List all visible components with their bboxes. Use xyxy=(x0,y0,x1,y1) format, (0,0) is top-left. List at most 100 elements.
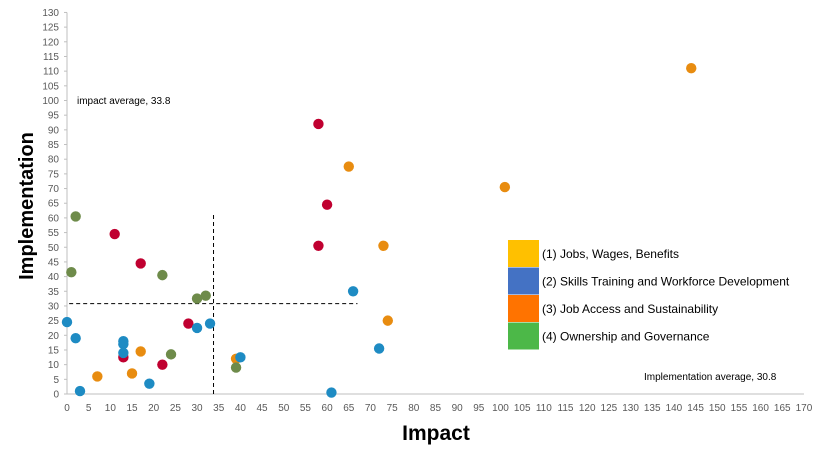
x-tick-label: 10 xyxy=(105,403,117,414)
data-point xyxy=(118,338,129,350)
data-point xyxy=(109,228,120,240)
y-tick-label: 50 xyxy=(48,243,60,254)
data-point xyxy=(61,316,73,328)
data-point xyxy=(144,378,155,389)
y-tick-label: 95 xyxy=(48,111,60,122)
x-tick-label: 120 xyxy=(579,403,596,414)
x-tick-label: 40 xyxy=(235,403,247,414)
data-point xyxy=(378,240,389,251)
legend-label: (3) Job Access and Sustainability xyxy=(542,302,718,316)
y-tick-label: 75 xyxy=(48,169,60,180)
y-tick-label: 120 xyxy=(42,37,59,48)
y-tick-label: 65 xyxy=(48,199,60,210)
x-tick-label: 70 xyxy=(365,403,377,414)
data-point xyxy=(326,387,337,398)
x-tick-label: 5 xyxy=(86,403,92,414)
y-tick-label: 100 xyxy=(42,96,59,107)
y-tick-label: 30 xyxy=(48,301,60,312)
data-point xyxy=(183,318,194,329)
x-tick-label: 130 xyxy=(622,403,639,414)
x-tick-label: 110 xyxy=(536,403,552,414)
x-tick-label: 140 xyxy=(666,403,683,414)
data-point xyxy=(204,318,216,329)
x-axis-title: Impact xyxy=(402,422,470,445)
x-tick-label: 80 xyxy=(408,403,420,414)
x-tick-label: 20 xyxy=(148,403,160,414)
y-tick-label: 130 xyxy=(42,8,59,19)
average-reference-lines xyxy=(69,213,358,394)
data-point xyxy=(118,347,129,359)
x-tick-label: 155 xyxy=(731,403,748,414)
x-tick-label: 170 xyxy=(796,403,813,414)
data-point xyxy=(70,211,81,222)
y-tick-label: 90 xyxy=(48,125,60,136)
axes: 0 5 10 15 20 25 30 35 40 45 50 55 60 65 70 75 80 85 90 95 10… xyxy=(42,8,812,414)
legend: (1) Jobs, Wages, Benefits (2) Skills Trai… xyxy=(508,240,790,350)
y-axis-title: Implementation xyxy=(16,132,38,280)
data-point xyxy=(92,371,103,382)
legend-label: (4) Ownership and Governance xyxy=(542,330,710,344)
x-tick-label: 150 xyxy=(709,403,726,414)
y-tick-label: 115 xyxy=(43,52,59,63)
x-tick-label: 65 xyxy=(343,403,355,414)
data-point xyxy=(200,290,211,301)
x-tick-label: 25 xyxy=(170,403,182,414)
y-tick-label: 110 xyxy=(43,67,59,78)
y-tick-label: 40 xyxy=(48,272,60,283)
y-tick-label: 55 xyxy=(48,228,60,239)
y-tick-label: 60 xyxy=(48,213,60,224)
implementation-average-label: Implementation average, 30.8 xyxy=(644,372,777,383)
y-tick-label: 85 xyxy=(48,140,60,151)
data-point xyxy=(499,181,511,193)
x-tick-label: 0 xyxy=(64,403,70,414)
data-point xyxy=(382,315,393,326)
data-point xyxy=(235,352,246,363)
x-tick-label: 85 xyxy=(430,403,442,414)
y-tick-label: 20 xyxy=(48,331,60,342)
data-point xyxy=(347,286,359,297)
x-tick-label: 115 xyxy=(558,403,574,414)
y-tick-label: 70 xyxy=(48,184,60,195)
y-tick-label: 35 xyxy=(48,287,60,298)
data-point xyxy=(74,385,86,397)
x-tick-label: 95 xyxy=(473,403,485,414)
data-point xyxy=(135,258,146,269)
x-tick-label: 45 xyxy=(257,403,269,414)
data-point xyxy=(321,199,333,210)
data-point xyxy=(157,269,168,281)
data-point xyxy=(313,118,324,130)
legend-swatch xyxy=(508,295,539,322)
legend-swatch xyxy=(508,240,539,267)
data-point xyxy=(70,333,81,344)
x-tick-label: 125 xyxy=(601,403,618,414)
y-tick-label: 25 xyxy=(48,316,60,327)
y-tick-label: 105 xyxy=(42,81,59,92)
y-tick-label: 5 xyxy=(53,375,59,386)
data-point xyxy=(126,368,138,379)
data-point xyxy=(191,322,203,334)
x-tick-label: 60 xyxy=(322,403,334,414)
x-tick-label: 50 xyxy=(278,403,290,414)
x-tick-label: 75 xyxy=(387,403,399,414)
data-point xyxy=(343,161,354,172)
y-tick-label: 45 xyxy=(48,257,60,268)
data-point xyxy=(230,362,242,373)
data-points xyxy=(61,63,697,398)
data-point xyxy=(373,343,385,354)
x-tick-label: 100 xyxy=(492,403,509,414)
x-tick-label: 145 xyxy=(687,403,704,414)
legend-swatch xyxy=(508,267,539,295)
y-tick-label: 125 xyxy=(42,23,59,34)
data-point xyxy=(135,346,146,357)
data-point xyxy=(157,359,168,370)
y-tick-label: 80 xyxy=(48,155,60,166)
x-tick-label: 135 xyxy=(644,403,661,414)
data-point xyxy=(165,349,177,360)
x-tick-label: 55 xyxy=(300,403,312,414)
x-tick-label: 30 xyxy=(191,403,203,414)
y-tick-label: 15 xyxy=(48,345,60,356)
data-point xyxy=(313,240,324,251)
legend-label: (2) Skills Training and Workforce Develo… xyxy=(542,275,790,289)
legend-label: (1) Jobs, Wages, Benefits xyxy=(542,247,679,261)
